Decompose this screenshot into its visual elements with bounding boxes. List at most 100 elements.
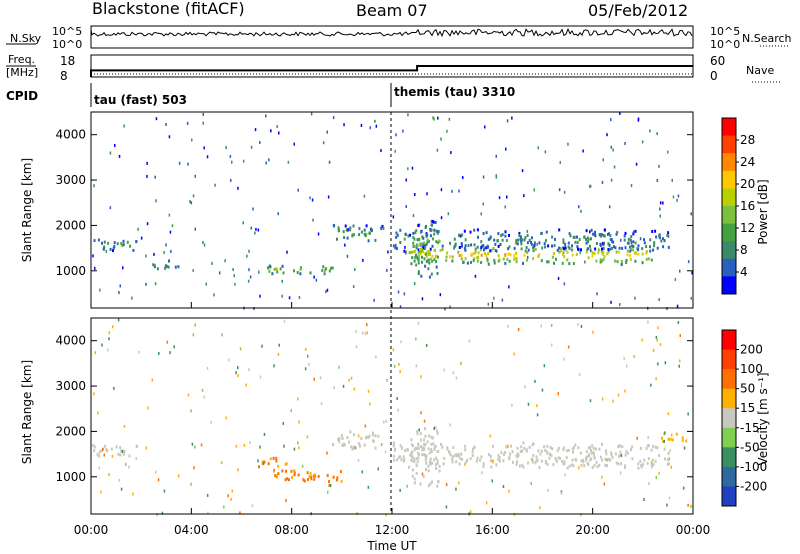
heatmap-cell (476, 228, 479, 232)
heatmap-cell (421, 297, 424, 301)
heatmap-cell (351, 234, 354, 238)
heatmap-cell (138, 350, 140, 354)
heatmap-cell (461, 233, 464, 237)
heatmap-cell (681, 436, 684, 440)
heatmap-cell (601, 442, 603, 446)
heatmap-cell (504, 261, 507, 265)
heatmap-cell (296, 271, 299, 274)
heatmap-cell (312, 218, 314, 222)
heatmap-cell (425, 252, 428, 256)
heatmap-cell (416, 432, 419, 436)
heatmap-cell (458, 233, 461, 237)
heatmap-cell (423, 241, 425, 245)
heatmap-cell (407, 234, 410, 238)
heatmap-cell (637, 118, 640, 122)
heatmap-cell (93, 239, 96, 243)
heatmap-cell (437, 449, 440, 453)
heatmap-cell (457, 250, 460, 254)
heatmap-cell (678, 364, 680, 368)
heatmap-cell (427, 239, 430, 243)
heatmap-cell (458, 254, 461, 258)
heatmap-cell (357, 459, 360, 463)
heatmap-cell (571, 463, 573, 467)
heatmap-cell (491, 460, 494, 464)
colorbar-cell (722, 188, 736, 207)
heatmap-cell (508, 285, 510, 289)
heatmap-cell (123, 243, 125, 247)
heatmap-cell (434, 220, 437, 224)
heatmap-cell (541, 388, 544, 392)
heatmap-cell (385, 513, 387, 517)
heatmap-cell (536, 242, 538, 246)
heatmap-cell (252, 207, 254, 211)
heatmap-cell (396, 397, 398, 401)
heatmap-cell (433, 427, 435, 430)
heatmap-cell (516, 452, 519, 456)
heatmap-cell (237, 186, 239, 190)
heatmap-cell (320, 401, 323, 405)
heatmap-cell (508, 455, 511, 459)
heatmap-cell (557, 456, 560, 460)
heatmap-cell (473, 243, 476, 247)
heatmap-cell (314, 473, 316, 477)
heatmap-cell (592, 451, 595, 455)
heatmap-cell (194, 174, 196, 178)
heatmap-cell (419, 252, 422, 255)
heatmap-cell (523, 238, 526, 242)
heatmap-cell (103, 245, 106, 249)
heatmap-cell (520, 445, 523, 449)
y-tick-label: 1000 (55, 264, 86, 278)
heatmap-cell (521, 238, 524, 242)
heatmap-cell (190, 201, 193, 205)
heatmap-cell (658, 234, 661, 238)
heatmap-cell (436, 431, 439, 435)
heatmap-cell (415, 364, 418, 368)
heatmap-cell (220, 461, 223, 465)
heatmap-cell (580, 451, 582, 455)
nsky-panel: N.Sky 10^5 10^0 10^5 10^0 N.Search (6, 25, 792, 51)
heatmap-cell (545, 230, 548, 234)
heatmap-cell (556, 248, 559, 252)
heatmap-cell (421, 448, 424, 452)
heatmap-cell (551, 235, 554, 239)
heatmap-cell (393, 458, 396, 462)
heatmap-cell (274, 474, 277, 478)
heatmap-cell (413, 481, 416, 485)
heatmap-cell (569, 234, 572, 238)
heatmap-cell (265, 161, 267, 165)
heatmap-cell (562, 253, 564, 257)
heatmap-cell (608, 243, 611, 247)
heatmap-cell (474, 250, 477, 254)
heatmap-cell (495, 154, 497, 158)
heatmap-cell (557, 392, 559, 396)
heatmap-cell (427, 447, 430, 451)
heatmap-cell (485, 254, 488, 258)
heatmap-cell (431, 237, 434, 241)
heatmap-cell (203, 395, 206, 399)
heatmap-cell (380, 443, 383, 446)
heatmap-cell (620, 260, 623, 263)
heatmap-cell (363, 228, 366, 232)
heatmap-cell (647, 436, 649, 439)
heatmap-cell (120, 487, 123, 491)
heatmap-cell (602, 158, 604, 162)
heatmap-cell (645, 250, 648, 254)
heatmap-cell (360, 230, 363, 234)
heatmap-cell (131, 296, 133, 300)
heatmap-cell (94, 351, 96, 355)
heatmap-cell (102, 447, 104, 451)
heatmap-cell (590, 249, 592, 253)
heatmap-cell (120, 242, 123, 246)
heatmap-cell (497, 254, 500, 258)
heatmap-cell (304, 367, 307, 371)
heatmap-cell (480, 261, 483, 264)
heatmap-cell (104, 444, 106, 448)
heatmap-cell (346, 254, 349, 258)
heatmap-cell (429, 247, 432, 251)
heatmap-cell (424, 434, 427, 438)
heatmap-cell (276, 475, 278, 479)
heatmap-cell (428, 451, 431, 455)
heatmap-cell (359, 444, 361, 448)
heatmap-cell (592, 232, 595, 236)
